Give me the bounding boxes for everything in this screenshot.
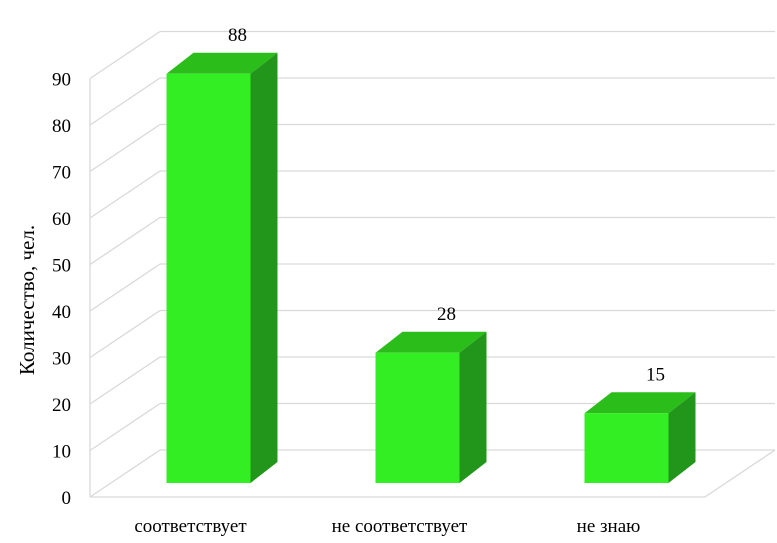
bar-front <box>166 73 251 484</box>
x-axis-categories: соответствует не соответствует не знаю <box>134 516 640 537</box>
y-tick-label: 0 <box>62 488 72 509</box>
y-tick-label: 80 <box>52 116 71 137</box>
gridline-diagonal <box>89 449 161 498</box>
gridline-diagonal <box>89 30 161 80</box>
y-tick-label: 30 <box>52 349 71 370</box>
y-tick-label: 10 <box>52 442 71 463</box>
category-label: соответствует <box>134 516 247 537</box>
data-label: 88 <box>228 25 247 46</box>
bar-front <box>584 413 669 483</box>
gridline-diagonal <box>89 356 161 405</box>
bar-side <box>668 392 696 483</box>
category-label: не знаю <box>577 516 641 537</box>
gridline-diagonal <box>89 77 161 126</box>
gridline-diagonal <box>89 170 161 219</box>
data-label: 15 <box>646 364 665 385</box>
bar <box>584 392 696 483</box>
bar-front <box>375 352 460 483</box>
y-axis-title: Количество, чел. <box>15 225 39 375</box>
y-tick-label: 70 <box>52 163 71 184</box>
bar <box>166 52 278 484</box>
y-tick-label: 90 <box>52 70 71 91</box>
data-label: 28 <box>437 304 456 325</box>
gridline-diagonal <box>89 123 161 173</box>
bar <box>375 331 487 483</box>
bar-top <box>375 331 487 353</box>
y-tick-label: 40 <box>52 302 71 323</box>
bar-top <box>166 52 278 74</box>
gridline-diagonal <box>89 402 161 452</box>
data-labels: 88 28 15 <box>228 25 665 385</box>
bar-side <box>459 331 487 483</box>
floor-side-edge <box>704 449 776 498</box>
y-tick-label: 60 <box>52 209 71 230</box>
gridline-diagonal <box>89 263 161 312</box>
gridline-diagonal <box>89 309 161 359</box>
y-tick-label: 20 <box>52 395 71 416</box>
gridline-diagonal <box>89 216 161 266</box>
bars <box>166 52 696 484</box>
y-axis-ticks: 0 10 20 30 40 50 60 70 80 90 <box>52 70 71 510</box>
category-label: не соответствует <box>332 516 468 537</box>
bar-side <box>250 52 278 484</box>
bar-top <box>584 392 696 414</box>
y-tick-label: 50 <box>52 256 71 277</box>
